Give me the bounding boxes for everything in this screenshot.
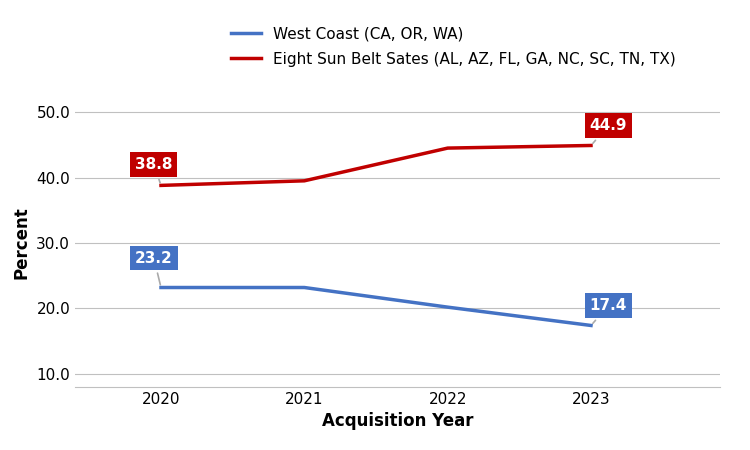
- X-axis label: Acquisition Year: Acquisition Year: [322, 412, 473, 430]
- Y-axis label: Percent: Percent: [13, 207, 31, 279]
- Text: 38.8: 38.8: [135, 157, 172, 183]
- Text: 44.9: 44.9: [590, 118, 627, 144]
- Text: 17.4: 17.4: [590, 298, 627, 324]
- Legend: West Coast (CA, OR, WA), Eight Sun Belt Sates (AL, AZ, FL, GA, NC, SC, TN, TX): West Coast (CA, OR, WA), Eight Sun Belt …: [224, 20, 682, 73]
- Text: 23.2: 23.2: [135, 251, 172, 285]
